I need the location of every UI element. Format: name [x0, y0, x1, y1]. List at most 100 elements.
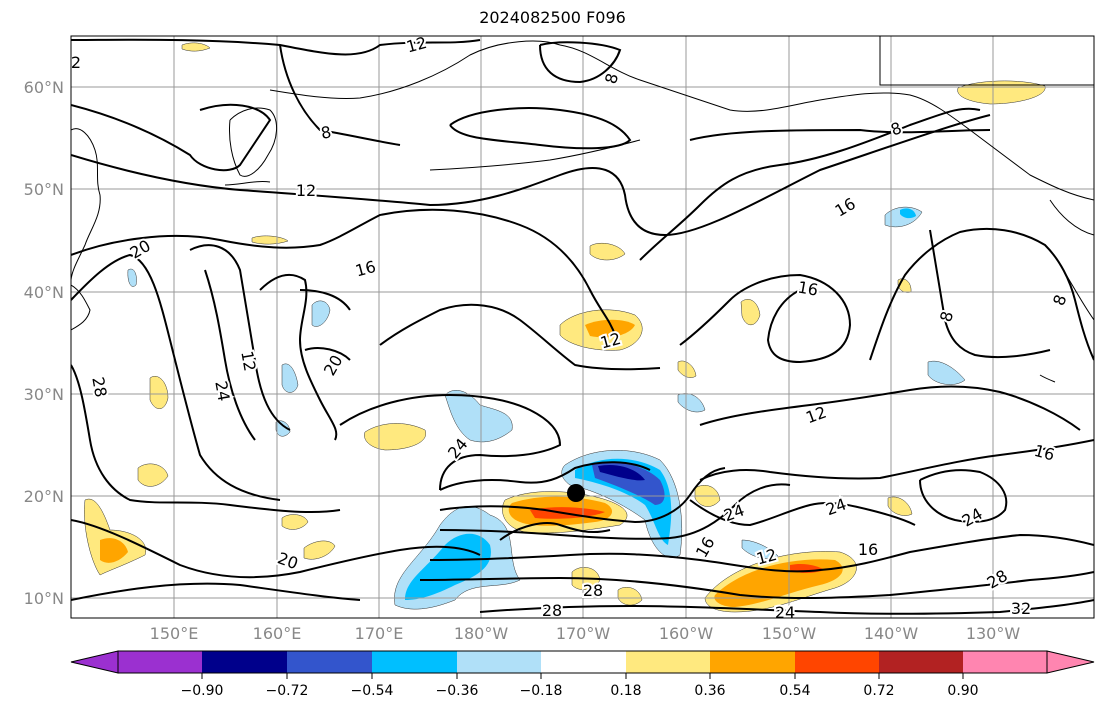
contour-line: [869, 227, 1094, 361]
graticule: [71, 36, 1094, 618]
positive-anomaly-region: [887, 496, 913, 516]
lon-label: 180°W: [453, 624, 509, 643]
coastline: [269, 40, 561, 99]
contour-line: [689, 499, 916, 527]
colorbar-tick-label: 0.36: [694, 683, 726, 699]
lat-label: 40°N: [23, 283, 64, 302]
colorbar-tick-label: −0.18: [519, 683, 563, 699]
contour-line: [439, 467, 726, 524]
contour-label: 16: [692, 534, 719, 561]
negative-anomaly-region: [741, 539, 779, 559]
colorbar: [70, 650, 1095, 679]
coastline: [229, 107, 277, 177]
lat-label: 30°N: [23, 385, 64, 404]
contour-label: 16: [796, 277, 819, 299]
positive-anomaly-region: [589, 243, 626, 261]
lon-label: 150°E: [149, 624, 199, 643]
contour-line: [71, 364, 341, 514]
contour-line: [71, 38, 481, 56]
contour-label: 28: [583, 581, 603, 600]
colorbar-segment: [541, 651, 626, 673]
contour-line: [71, 208, 616, 336]
lat-label: 20°N: [23, 487, 64, 506]
negative-anomaly-region: [677, 393, 706, 413]
positive-anomaly-region: [137, 463, 169, 487]
contour-line: [919, 469, 1008, 523]
positive-anomaly-region: [251, 235, 289, 245]
contour-line: [259, 273, 338, 441]
lon-label: 140°W: [863, 624, 919, 643]
coastline: [1049, 199, 1094, 236]
colorbar-tick-label: −0.36: [435, 683, 479, 699]
contour-label: 28: [88, 375, 110, 398]
positive-anomaly-region: [303, 540, 336, 560]
contour-line: [71, 114, 991, 237]
contour-label: 8: [319, 122, 332, 142]
contour-line: [499, 522, 611, 541]
positive-anomaly-region: [957, 80, 1046, 105]
colorbar-segment: [963, 651, 1047, 673]
contour-line: [479, 599, 1094, 615]
contour-line: [71, 103, 272, 172]
contour-label: 12: [237, 349, 259, 372]
colorbar-segment: [879, 651, 963, 673]
colorbar-tick-label: 0.54: [779, 683, 811, 699]
positive-anomaly-region: [617, 587, 643, 606]
contours: [71, 38, 1094, 615]
contour-label: 8: [1049, 292, 1070, 308]
contour-label: 24: [211, 379, 233, 402]
contour-label: 24: [959, 504, 986, 531]
negative-anomaly-region: [275, 420, 291, 437]
negative-anomaly-region: [927, 360, 966, 385]
map-title: 2024082500 F096: [479, 8, 626, 27]
contour-line: [429, 533, 1094, 573]
contour-line: [639, 107, 981, 261]
contour-label: 16: [832, 194, 859, 221]
contour-line: [299, 289, 351, 311]
contour-line: [71, 582, 361, 601]
positive-anomaly-region: [364, 423, 426, 451]
map-frame: [70, 35, 1095, 619]
lat-label: 60°N: [23, 78, 64, 97]
contour-label: 8: [601, 71, 622, 86]
contour-label: 20: [275, 548, 301, 573]
lat-label: 10°N: [23, 589, 64, 608]
contour-label: 28: [542, 601, 562, 620]
negative-anomaly-region: [598, 464, 645, 481]
colorbar-segment: [626, 651, 710, 673]
colorbar-over-arrow: [1046, 650, 1095, 674]
positive-anomaly-region: [740, 299, 761, 326]
contour-line: [449, 107, 632, 150]
positive-anomaly-region: [281, 514, 309, 530]
lat-label: 50°N: [23, 180, 64, 199]
colorbar-segment: [710, 651, 795, 673]
lon-label: 160°E: [252, 624, 302, 643]
contour-label: 24: [775, 603, 795, 622]
contour-label: 20: [320, 352, 347, 379]
contour-line: [189, 244, 291, 431]
negative-anomaly-region: [311, 300, 331, 327]
contour-label: 16: [353, 257, 378, 281]
storm-center-marker: [567, 484, 585, 502]
contour-label: 12: [296, 181, 316, 200]
coastline: [224, 181, 271, 186]
colorbar-segment: [118, 651, 202, 673]
contour-line: [339, 393, 562, 491]
positive-anomaly-region: [181, 42, 211, 52]
contour-line: [279, 44, 401, 146]
coastline: [71, 284, 91, 331]
contour-label: 2: [71, 53, 81, 72]
colorbar-segment: [795, 651, 879, 673]
contour-line: [539, 41, 622, 84]
contour-line: [699, 439, 1094, 481]
contour-label: 28: [984, 566, 1011, 593]
contour-label: 24: [823, 494, 849, 519]
contour-line: [929, 229, 1051, 359]
lon-label: 170°E: [354, 624, 404, 643]
contour-label: 24: [721, 500, 747, 525]
negative-anomaly-region: [127, 268, 137, 287]
contour-line: [679, 273, 852, 364]
positive-anomaly-region: [585, 319, 635, 338]
contour-label: 16: [1032, 441, 1057, 465]
